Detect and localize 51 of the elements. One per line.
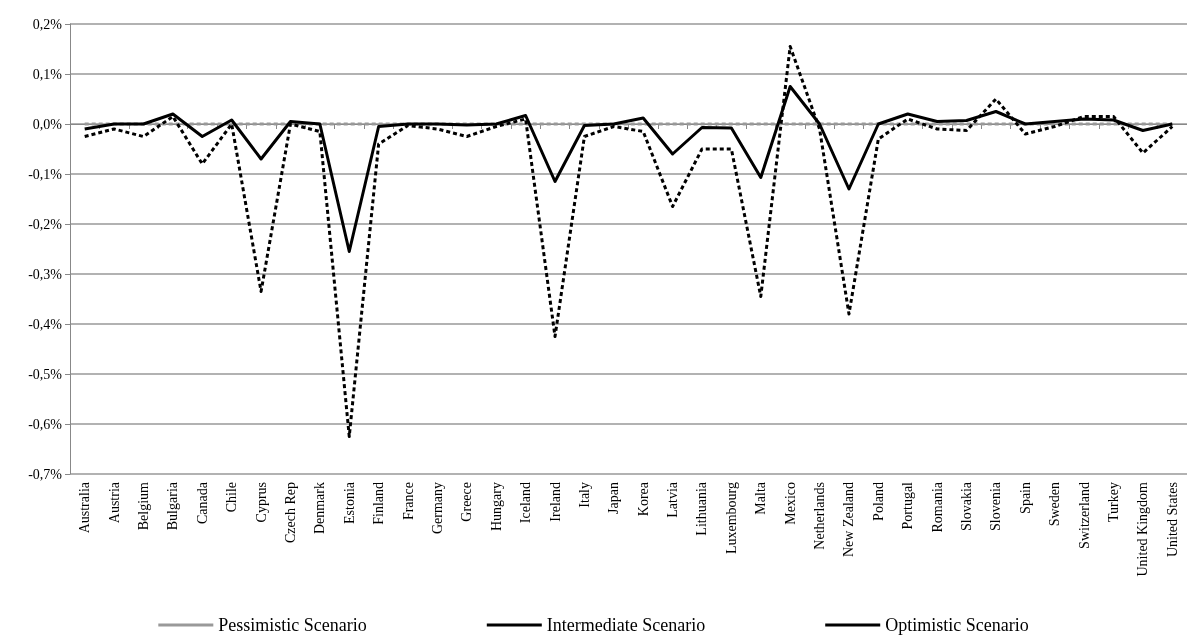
x-tick-label: Slovakia — [959, 481, 975, 531]
y-tick-label: -0,5% — [28, 366, 63, 382]
x-tick-label: Bulgaria — [165, 481, 181, 531]
legend-label: Intermediate Scenario — [546, 615, 706, 635]
x-tick-label: Netherlands — [812, 482, 828, 550]
x-tick-label: Spain — [1017, 482, 1033, 514]
x-tick-label: Romania — [929, 481, 945, 533]
x-tick-label: Sweden — [1047, 482, 1063, 527]
x-tick-label: Turkey — [1106, 482, 1122, 522]
x-tick-label: Ireland — [547, 482, 563, 522]
y-tick-label: 0,0% — [32, 116, 63, 132]
x-tick-label: Austria — [106, 481, 122, 524]
y-tick-label: 0,1% — [32, 66, 63, 82]
y-tick-label: -0,4% — [28, 316, 63, 332]
x-tick-label: New Zealand — [841, 482, 857, 558]
x-tick-label: Latvia — [665, 481, 681, 518]
x-tick-label: Australia — [77, 481, 93, 534]
x-tick-label: Malta — [753, 481, 769, 515]
x-tick-label: Iceland — [518, 482, 534, 524]
x-tick-label: Switzerland — [1076, 482, 1092, 549]
x-tick-label: Poland — [870, 482, 886, 521]
x-tick-label: Portugal — [900, 481, 916, 530]
y-tick-label: -0,2% — [28, 216, 63, 232]
x-tick-label: Germany — [429, 482, 445, 535]
x-tick-label: Greece — [459, 482, 475, 522]
y-tick-label: -0,1% — [28, 166, 63, 182]
x-tick-label: Hungary — [488, 482, 504, 531]
x-tick-label: Japan — [606, 482, 622, 514]
x-tick-label: Finland — [371, 482, 387, 525]
x-tick-label: United States — [1164, 482, 1180, 558]
x-tick-label: Canada — [194, 481, 210, 524]
x-tick-label: Korea — [635, 481, 651, 517]
y-tick-label: -0,3% — [28, 266, 63, 282]
x-tick-label: Cyprus — [253, 482, 269, 523]
x-tick-label: France — [400, 482, 416, 521]
x-tick-label: Mexico — [782, 482, 798, 525]
x-tick-label: Belgium — [135, 481, 151, 531]
y-tick-label: -0,6% — [28, 416, 63, 432]
x-tick-label: Czech Rep — [282, 482, 298, 544]
x-tick-label: Lithuania — [694, 481, 710, 536]
x-tick-label: Slovenia — [988, 481, 1004, 531]
y-tick-label: 0,2% — [32, 16, 63, 32]
x-tick-label: Denmark — [312, 482, 328, 535]
x-tick-label: Italy — [576, 482, 592, 508]
x-tick-label: Estonia — [341, 481, 357, 524]
legend-label: Optimistic Scenario — [885, 615, 1029, 635]
x-tick-label: United Kingdom — [1135, 481, 1151, 577]
x-tick-label: Chile — [224, 482, 240, 513]
legend-label: Pessimistic Scenario — [218, 615, 367, 635]
y-tick-label: -0,7% — [28, 466, 63, 482]
x-tick-label: Luxembourg — [723, 482, 739, 555]
